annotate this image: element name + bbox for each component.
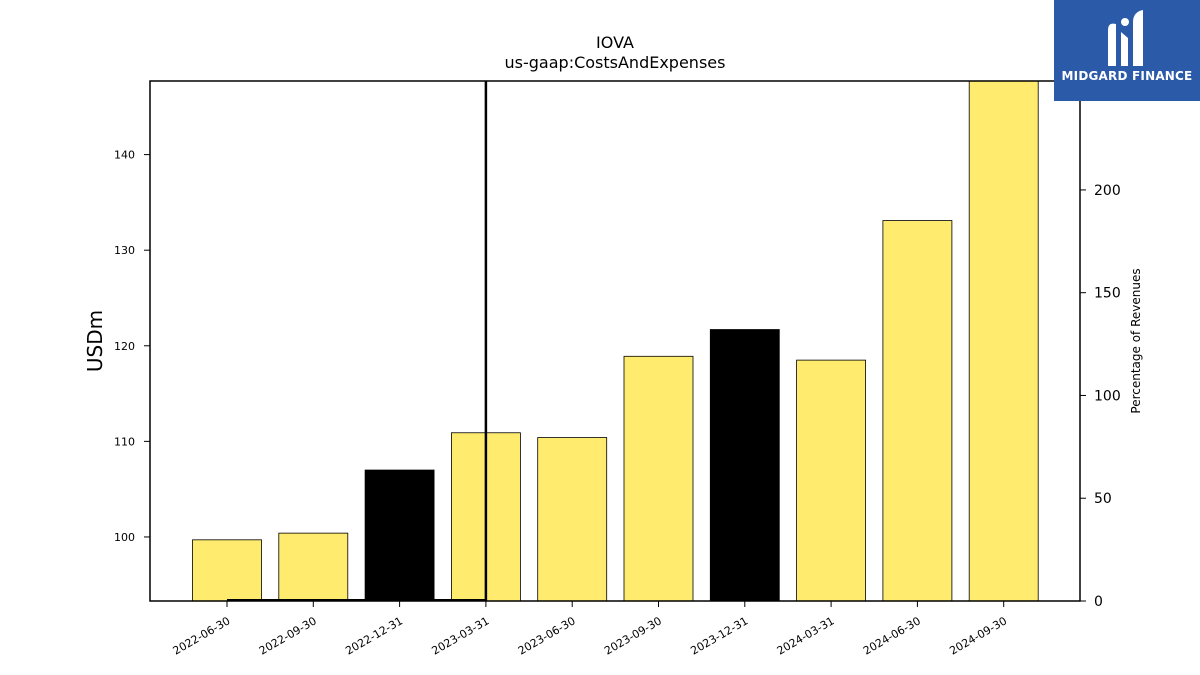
x-tick-label: 2024-09-30 [947,614,1009,657]
x-tick-label: 2022-06-30 [171,614,233,657]
y-tick-label: 100 [114,531,135,544]
x-tick-label: 2023-12-31 [688,614,750,657]
bar-2023-09-30 [623,355,694,602]
midgard-finance-logo: MIDGARD FINANCE [1054,0,1200,101]
x-tick-label: 2023-03-31 [430,614,492,657]
logo-mark-icon [1108,10,1143,67]
x-tick-label: 2023-06-30 [516,614,578,657]
bar-2022-09-30 [278,532,349,602]
y2-tick-label: 150 [1094,286,1121,302]
bar-2024-09-30 [968,80,1039,602]
bar-2023-06-30 [537,437,608,602]
chart-subtitle: us-gaap:CostsAndExpenses [505,53,726,72]
x-tick-label: 2024-06-30 [861,614,923,657]
y-tick-label: 120 [114,340,135,353]
bar-2024-03-31 [796,359,866,602]
y-tick-label: 110 [114,435,135,448]
x-tick-label: 2022-09-30 [257,614,319,657]
y2-axis-label: Percentage of Revenues [1129,268,1143,413]
bar-2023-12-31 [709,329,780,602]
x-tick-label: 2022-12-31 [343,614,405,657]
y2-tick-label: 50 [1094,491,1112,507]
x-tick-label: 2024-03-31 [775,614,837,657]
logo-text: MIDGARD FINANCE [1061,69,1193,83]
chart-title: IOVA [596,33,634,52]
x-tick-label: 2023-09-30 [602,614,664,657]
y2-tick-label: 0 [1094,594,1103,610]
bar-2022-06-30 [192,539,262,602]
y2-tick-label: 100 [1094,388,1121,404]
y-axis-label: USDm [83,310,107,372]
y-tick-label: 130 [114,244,135,257]
y2-tick-label: 200 [1094,183,1121,199]
bar-2022-12-31 [364,469,435,602]
plot-frame [149,80,1081,602]
y-tick-label: 140 [114,149,135,162]
bar-2024-06-30 [882,220,953,602]
